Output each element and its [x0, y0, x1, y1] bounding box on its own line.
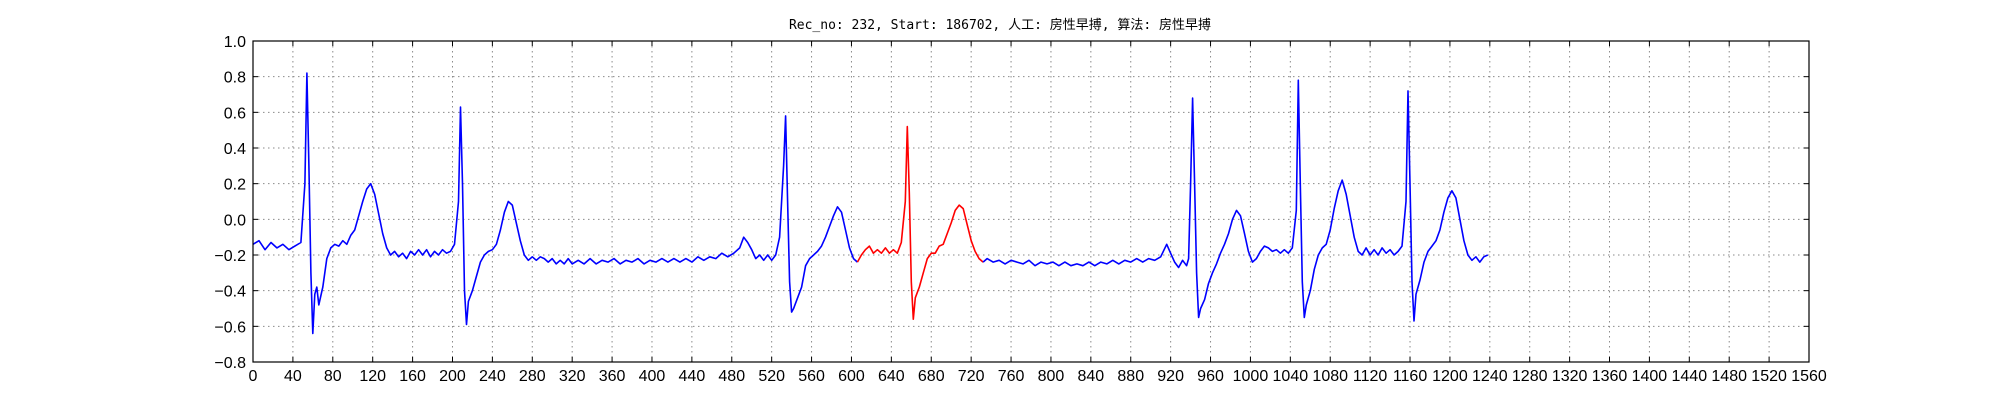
ecg-series-2	[982, 79, 1489, 322]
x-tick-label: 1120	[1353, 368, 1388, 385]
x-tick-label: 200	[439, 368, 466, 385]
x-tick-label: 320	[559, 368, 586, 385]
y-tick-label: −0.6	[214, 319, 246, 336]
x-tick-label: 1240	[1472, 368, 1508, 385]
x-tick-label: 1160	[1393, 368, 1428, 385]
y-tick-label: 0.4	[224, 141, 246, 158]
x-tick-label: 720	[958, 368, 985, 385]
x-tick-label: 80	[324, 368, 342, 385]
x-tick-label: 1440	[1672, 368, 1708, 385]
ecg-series-1	[856, 125, 984, 320]
x-tick-label: 520	[758, 368, 785, 385]
x-tick-label: 40	[284, 368, 302, 385]
ecg-traces	[252, 72, 1489, 335]
x-tick-label: 560	[798, 368, 825, 385]
x-tick-label: 1200	[1432, 368, 1468, 385]
y-axis: −0.8 −0.6 −0.4 −0.2 0.0 0.2 0.4 0.6 0.8 1.0	[214, 34, 1809, 372]
y-tick-label: 0.2	[224, 177, 246, 194]
y-tick-label: −0.2	[214, 248, 246, 265]
x-tick-label: 0	[249, 368, 258, 385]
x-tick-label: 160	[399, 368, 426, 385]
x-tick-label: 240	[479, 368, 506, 385]
plot-frame	[252, 40, 1810, 363]
y-tick-label: 0.6	[224, 105, 246, 122]
y-tick-label: −0.4	[214, 284, 246, 301]
x-tick-label: 800	[1038, 368, 1065, 385]
x-tick-label: 1280	[1512, 368, 1548, 385]
x-tick-label: 360	[599, 368, 626, 385]
x-tick-label: 1360	[1592, 368, 1628, 385]
y-tick-label: −0.8	[214, 355, 246, 372]
x-tick-label: 280	[519, 368, 546, 385]
x-tick-label: 680	[918, 368, 945, 385]
y-tick-label: 0.0	[224, 212, 246, 229]
x-tick-label: 640	[878, 368, 905, 385]
x-tick-label: 1320	[1552, 368, 1588, 385]
x-tick-label: 920	[1157, 368, 1184, 385]
x-tick-label: 1480	[1711, 368, 1747, 385]
x-tick-label: 1520	[1751, 368, 1787, 385]
x-tick-label: 1000	[1233, 368, 1269, 385]
x-tick-label: 120	[359, 368, 386, 385]
ecg-series-0	[252, 72, 858, 335]
chart-title: Rec_no: 232, Start: 186702, 人工: 房性早搏, 算法…	[789, 17, 1211, 33]
x-tick-label: 1560	[1791, 368, 1827, 385]
x-tick-label: 1080	[1312, 368, 1348, 385]
x-tick-label: 480	[718, 368, 745, 385]
x-tick-label: 440	[679, 368, 706, 385]
x-tick-label: 960	[1197, 368, 1224, 385]
x-tick-label: 400	[639, 368, 666, 385]
x-tick-label: 880	[1117, 368, 1144, 385]
x-tick-label: 600	[838, 368, 865, 385]
x-tick-label: 760	[998, 368, 1025, 385]
x-tick-label: 840	[1077, 368, 1104, 385]
x-tick-label: 1400	[1632, 368, 1668, 385]
y-tick-label: 0.8	[224, 70, 246, 87]
x-axis: 0 40 80 120 160 200 240 280 320 360 400 440 480 520 56…	[249, 41, 1827, 385]
y-tick-label: 1.0	[224, 34, 246, 51]
x-tick-label: 1040	[1273, 368, 1309, 385]
grid-lines	[253, 41, 1809, 362]
